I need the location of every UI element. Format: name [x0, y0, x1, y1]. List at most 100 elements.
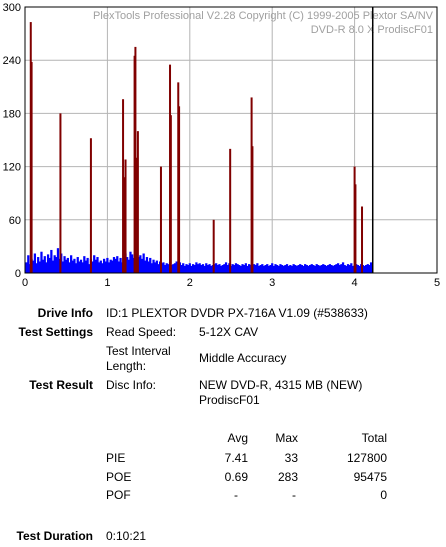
- pif-spike: [361, 206, 364, 273]
- pie-bar: [266, 264, 269, 273]
- pie-bar: [274, 264, 277, 273]
- pie-bar: [216, 265, 219, 273]
- pie-bar: [163, 265, 167, 273]
- pie-bar: [111, 260, 114, 273]
- axes: 0 60 120 180 240 300 0 1 2 3 4 5: [3, 2, 440, 289]
- stats-row-total-poe: 95475: [353, 470, 387, 484]
- pie-bar: [215, 263, 218, 273]
- pie-bar: [63, 256, 66, 273]
- pie-bar: [308, 265, 312, 273]
- stats-header-avg: Avg: [227, 431, 248, 445]
- pie-bar: [51, 260, 55, 273]
- pie-bar: [68, 262, 71, 273]
- pie-bar: [25, 262, 28, 273]
- pie-bar: [32, 260, 35, 273]
- pie-bar: [55, 257, 58, 273]
- pie-bar: [114, 258, 117, 273]
- pie-bar: [271, 263, 274, 273]
- stats-row-name-pie: PIE: [106, 451, 126, 465]
- pie-bar: [109, 259, 112, 273]
- x-tick-label: 0: [22, 277, 28, 289]
- pif-spike: [59, 113, 62, 274]
- pie-bar: [98, 262, 101, 273]
- pie-bar: [182, 263, 185, 273]
- pie-bar: [295, 265, 299, 273]
- pie-bar: [147, 261, 150, 273]
- pie-bar: [279, 264, 282, 273]
- pie-bar: [307, 265, 310, 273]
- pie-bar: [313, 265, 317, 273]
- pie-bar: [305, 265, 308, 273]
- chart: PlexTools Professional V2.28 Copyright (…: [3, 2, 440, 289]
- pie-bar: [191, 264, 195, 273]
- chart-svg: PlexTools Professional V2.28 Copyright (…: [3, 2, 440, 289]
- pie-bar: [152, 259, 155, 273]
- pie-bar: [45, 262, 48, 273]
- pie-bar: [325, 265, 328, 273]
- pie-bar: [257, 265, 261, 273]
- pie-bar: [70, 255, 73, 273]
- pie-bar: [282, 265, 285, 273]
- pie-bar: [248, 264, 251, 273]
- pif-spike: [159, 166, 162, 273]
- pie-bar: [155, 260, 158, 273]
- pie-bar: [238, 265, 241, 273]
- pie-bar: [35, 263, 38, 273]
- pie-bar: [173, 263, 177, 273]
- pie-bar: [363, 265, 366, 273]
- pie-bar: [280, 265, 284, 273]
- pif-series: [29, 22, 364, 274]
- pie-bar: [96, 257, 99, 273]
- pie-bar: [116, 256, 119, 273]
- drive-info-value: ID:1 PLEXTOR DVDR PX-716A V1.09 (#538633…: [106, 306, 368, 320]
- pie-bar: [328, 264, 332, 273]
- pie-bar: [88, 264, 91, 273]
- pie-bar: [231, 264, 234, 273]
- pif-spike: [229, 148, 232, 273]
- pie-bar: [172, 264, 175, 273]
- pie-bar: [200, 265, 203, 273]
- pie-bar: [276, 265, 279, 273]
- pie-bar: [343, 265, 346, 273]
- pie-bar: [195, 262, 198, 273]
- pie-bar: [61, 261, 65, 273]
- pie-bar: [94, 259, 97, 273]
- pie-bar: [233, 265, 236, 273]
- pif-spike: [89, 138, 92, 273]
- pie-bar: [358, 265, 361, 273]
- pie-bar: [154, 262, 157, 273]
- pie-bar: [102, 258, 106, 273]
- pie-bar: [48, 257, 51, 273]
- pie-bar: [284, 265, 287, 273]
- pif-spike: [169, 115, 172, 273]
- pie-bar: [185, 264, 188, 273]
- test-result-label: Test Result: [29, 378, 93, 392]
- pie-bar: [187, 265, 190, 273]
- y-tick-label: 300: [3, 2, 21, 14]
- pie-bar: [101, 263, 104, 273]
- pie-bar: [203, 265, 206, 273]
- pie-bar: [188, 263, 191, 273]
- pif-spike: [251, 146, 254, 273]
- pie-bar: [165, 263, 168, 273]
- pie-bar: [53, 255, 56, 273]
- pif-spike: [354, 184, 357, 273]
- pie-bar: [262, 265, 266, 273]
- pie-bar: [254, 265, 257, 273]
- pie-bar: [346, 264, 350, 273]
- pie-bar: [219, 265, 223, 273]
- stats-row-avg-pie: 7.41: [224, 451, 248, 465]
- x-tick-label: 1: [104, 277, 110, 289]
- pie-bar: [221, 265, 224, 273]
- pie-bar: [327, 265, 330, 273]
- test-interval-value: Middle Accuracy: [199, 351, 287, 365]
- pie-bar: [208, 264, 211, 273]
- pie-bar: [144, 260, 147, 273]
- pie-bar: [259, 265, 262, 273]
- pie-bar: [332, 265, 335, 273]
- pie-bar: [38, 261, 41, 273]
- pie-bar: [304, 264, 307, 273]
- pie-bar: [290, 265, 294, 273]
- pie-bar: [315, 264, 318, 273]
- x-tick-label: 2: [187, 277, 193, 289]
